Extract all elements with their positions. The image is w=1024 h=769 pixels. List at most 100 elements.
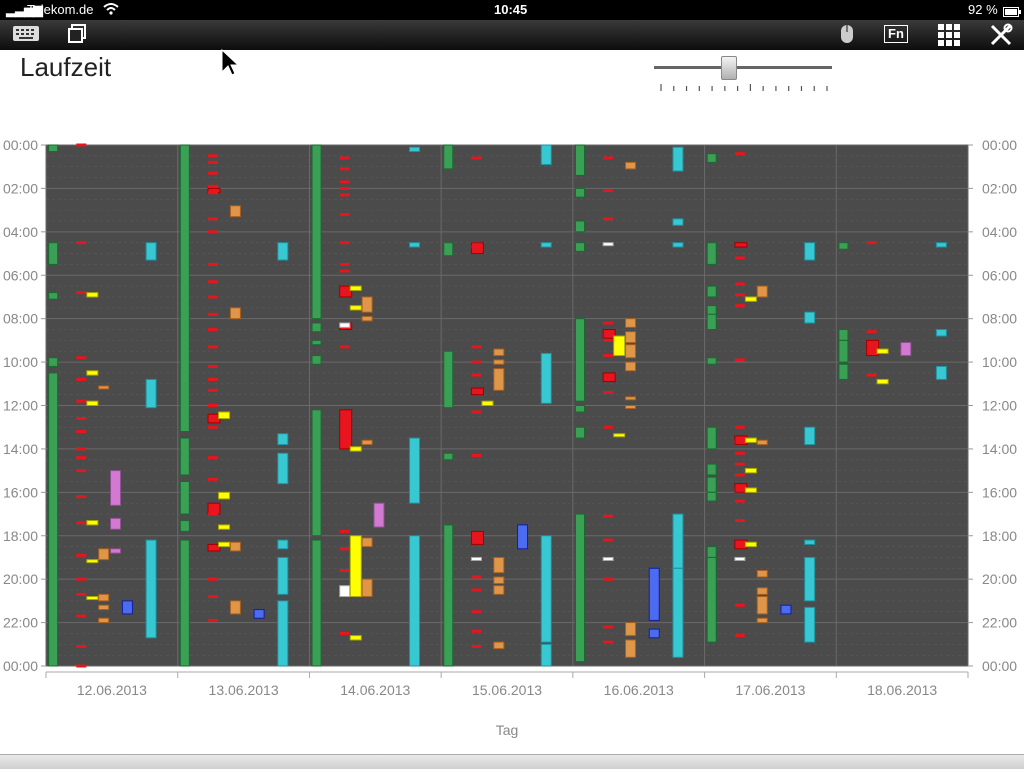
time-block-orange bbox=[361, 296, 373, 313]
time-block-cyan bbox=[409, 146, 421, 153]
time-block-pink bbox=[373, 502, 385, 528]
event-mark-red bbox=[339, 568, 350, 572]
event-mark-red bbox=[603, 514, 614, 518]
event-mark-red bbox=[603, 425, 614, 429]
time-block-orange bbox=[756, 439, 768, 446]
time-block-red bbox=[339, 285, 353, 298]
zoom-slider-handle[interactable] bbox=[720, 56, 737, 80]
time-block-white bbox=[470, 556, 482, 561]
time-block-cyan bbox=[409, 437, 421, 504]
time-block-green bbox=[706, 491, 717, 502]
runtime-chart: 00:00 02:00 04:00 06:00 08:00 10:00 12:00 14:00… bbox=[3, 137, 1017, 738]
time-block-cyan bbox=[935, 242, 947, 248]
time-block-green bbox=[311, 339, 322, 346]
time-block-cyan bbox=[672, 146, 684, 172]
time-block-orange bbox=[229, 600, 241, 615]
y-axis-right: 00:00 02:00 04:00 06:00 08:00 10:00 12:00 14:00… bbox=[968, 137, 1017, 674]
time-block-orange bbox=[625, 396, 637, 401]
event-mark-red bbox=[339, 631, 350, 635]
y-tick-label: 20:00 bbox=[982, 571, 1017, 587]
time-block-orange bbox=[229, 307, 241, 320]
event-mark-red bbox=[734, 603, 745, 607]
time-block-orange bbox=[98, 593, 110, 602]
time-block-white bbox=[602, 242, 614, 247]
time-block-cyan bbox=[277, 242, 289, 261]
event-mark-red bbox=[208, 312, 219, 316]
tools-icon[interactable] bbox=[988, 23, 1014, 47]
time-block-orange bbox=[756, 569, 768, 578]
x-axis-label: Tag bbox=[496, 722, 519, 738]
mouse-icon[interactable] bbox=[838, 23, 856, 47]
x-tick-label: 17.06.2013 bbox=[735, 682, 805, 698]
time-block-cyan bbox=[277, 556, 289, 595]
event-mark-red bbox=[339, 180, 350, 184]
time-block-cyan bbox=[145, 242, 157, 261]
event-mark-red bbox=[76, 469, 87, 473]
event-mark-red bbox=[734, 519, 745, 523]
grid-icon[interactable] bbox=[936, 23, 962, 47]
y-tick-label: 00:00 bbox=[3, 658, 38, 674]
time-block-red bbox=[602, 329, 616, 339]
event-mark-red bbox=[208, 404, 219, 407]
event-mark-red bbox=[339, 345, 350, 349]
time-block-yellow bbox=[744, 467, 757, 474]
time-block-yellow bbox=[86, 292, 99, 298]
y-tick-label: 00:00 bbox=[982, 658, 1017, 674]
event-mark-red bbox=[339, 269, 350, 273]
time-block-blue bbox=[121, 600, 133, 615]
time-block-green bbox=[179, 520, 190, 532]
windows-icon[interactable] bbox=[66, 23, 88, 47]
event-mark-red bbox=[208, 262, 219, 266]
time-block-green bbox=[706, 357, 717, 365]
time-block-cyan bbox=[277, 600, 289, 667]
keyboard-icon[interactable] bbox=[11, 23, 41, 47]
time-block-green bbox=[179, 437, 190, 476]
time-block-green bbox=[706, 426, 717, 450]
time-block-orange bbox=[756, 596, 768, 615]
time-block-yellow bbox=[86, 520, 99, 526]
event-mark-red bbox=[76, 521, 87, 525]
time-block-green bbox=[838, 242, 849, 250]
event-mark-red bbox=[76, 592, 87, 596]
event-mark-red bbox=[208, 295, 219, 299]
fn-key-button[interactable]: Fn bbox=[884, 25, 908, 43]
event-mark-red bbox=[76, 356, 87, 360]
y-tick-label: 00:00 bbox=[982, 137, 1017, 153]
y-axis-left: 00:00 02:00 04:00 06:00 08:00 10:00 12:00 14:00… bbox=[3, 137, 46, 674]
time-block-green bbox=[179, 480, 190, 515]
time-block-cyan bbox=[145, 539, 157, 639]
time-block-green bbox=[574, 513, 585, 663]
event-mark-red bbox=[866, 330, 877, 334]
zoom-slider-ticks bbox=[660, 84, 828, 91]
time-block-cyan bbox=[804, 426, 816, 446]
status-bar: ▂▃▅▆ Telekom.de 10:45 92 % bbox=[0, 0, 1024, 20]
event-mark-red bbox=[734, 451, 745, 455]
time-block-yellow bbox=[613, 433, 626, 438]
event-mark-red bbox=[208, 618, 219, 622]
event-mark-red bbox=[603, 640, 614, 644]
event-mark-red bbox=[208, 425, 219, 429]
time-block-cyan bbox=[935, 329, 947, 337]
time-block-orange bbox=[625, 361, 637, 372]
time-block-green bbox=[311, 539, 322, 667]
zoom-slider-track[interactable] bbox=[654, 66, 832, 69]
event-mark-red bbox=[208, 154, 219, 158]
time-block-green bbox=[443, 350, 454, 409]
time-block-orange bbox=[361, 537, 373, 548]
time-block-yellow bbox=[744, 487, 757, 493]
time-block-orange bbox=[493, 641, 505, 650]
event-mark-red bbox=[339, 529, 350, 533]
event-mark-red bbox=[76, 664, 87, 668]
y-tick-label: 04:00 bbox=[3, 224, 38, 240]
time-block-pink bbox=[110, 470, 122, 506]
event-mark-red bbox=[208, 160, 219, 164]
time-block-orange bbox=[229, 541, 241, 552]
time-block-orange bbox=[98, 548, 110, 561]
y-tick-label: 14:00 bbox=[982, 441, 1017, 457]
time-block-orange bbox=[493, 348, 505, 357]
event-mark-red bbox=[339, 186, 350, 190]
event-mark-red bbox=[603, 189, 614, 193]
y-tick-label: 12:00 bbox=[982, 398, 1017, 414]
event-mark-red bbox=[603, 354, 614, 358]
time-block-green bbox=[311, 322, 322, 333]
